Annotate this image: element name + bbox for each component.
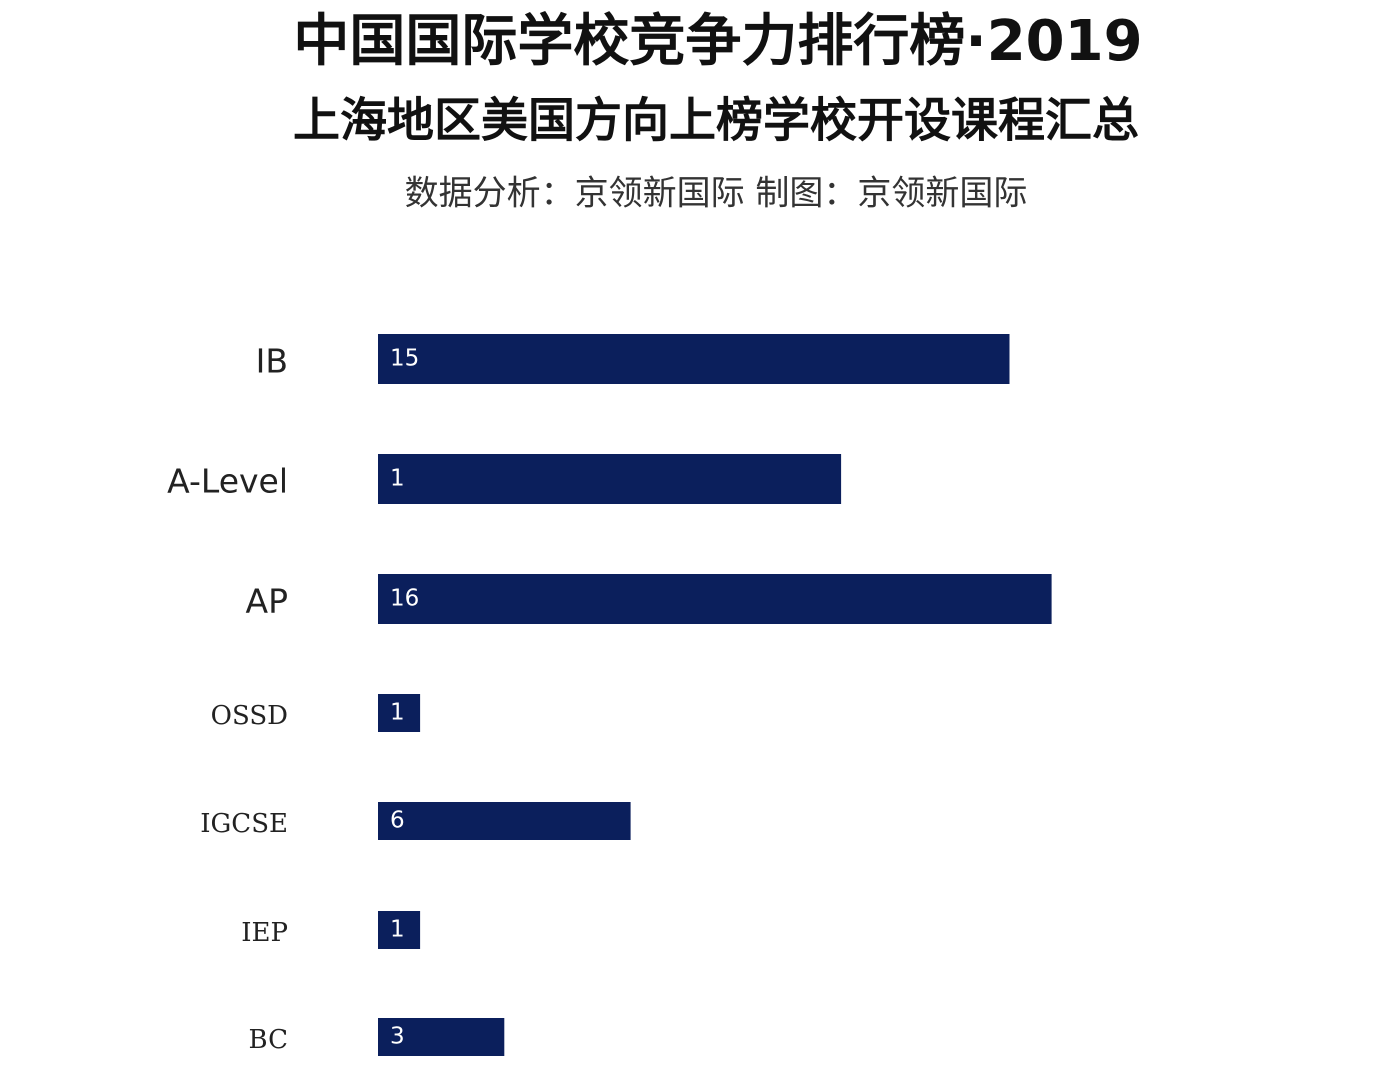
y-tick-label: A-Level (167, 462, 288, 501)
source-note: 数据分析：京领新国际 制图：京领新国际 (405, 174, 1028, 214)
chart-subtitle: 上海地区美国方向上榜学校开设课程汇总 (293, 94, 1139, 149)
bar (378, 574, 1052, 624)
value-label: 16 (390, 586, 419, 612)
bar (378, 911, 421, 949)
y-tick-label: IB (256, 342, 288, 381)
y-tick-label: OSSD (211, 701, 288, 731)
value-label: 6 (390, 808, 405, 834)
value-label: 3 (390, 1024, 405, 1050)
y-tick-label: AP (246, 582, 288, 621)
value-label: 15 (390, 346, 419, 372)
value-label: 1 (390, 917, 405, 943)
bar (378, 1018, 505, 1056)
bar (378, 454, 842, 504)
y-tick-label: IGCSE (200, 809, 288, 839)
y-tick-label: IEP (241, 918, 288, 948)
y-tick-label: BC (249, 1025, 288, 1055)
bar (378, 694, 421, 732)
value-label: 1 (390, 466, 405, 492)
value-label: 1 (390, 700, 405, 726)
bar (378, 334, 1010, 384)
bar (378, 802, 631, 840)
chart-title: 中国国际学校竞争力排行榜·2019 (293, 9, 1142, 74)
